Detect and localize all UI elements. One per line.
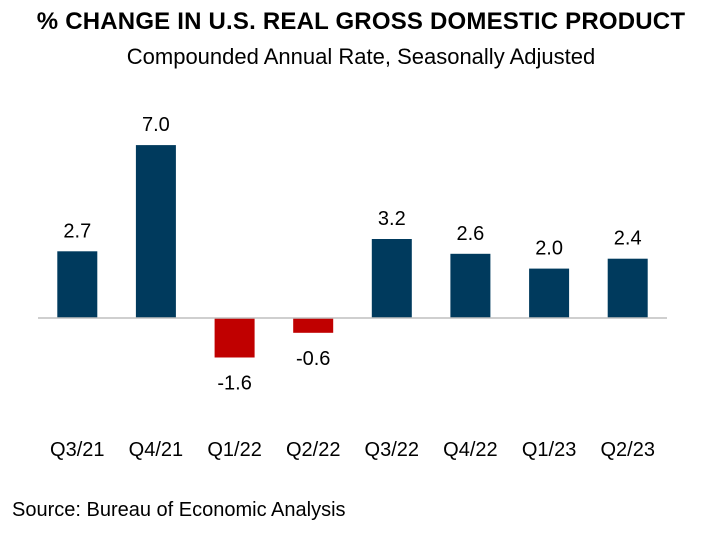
x-tick-label: Q2/23	[600, 439, 654, 461]
chart-subtitle: Compounded Annual Rate, Seasonally Adjus…	[126, 44, 596, 69]
x-tick-label: Q1/22	[207, 439, 261, 461]
bar-Q4-21	[135, 145, 176, 318]
chart-title: % CHANGE IN U.S. REAL GROSS DOMESTIC PRO…	[36, 8, 686, 35]
data-label: 7.0	[142, 114, 170, 136]
x-tick-label: Q3/21	[50, 439, 104, 461]
x-tick-label: Q4/21	[129, 439, 183, 461]
x-tick-label: Q1/23	[522, 439, 576, 461]
bar-Q1-23	[529, 268, 570, 318]
data-label: 2.7	[63, 220, 91, 242]
bar-Q4-22	[450, 253, 491, 318]
x-tick-label: Q4/22	[443, 439, 497, 461]
x-tick-label: Q2/22	[286, 439, 340, 461]
data-label: 2.4	[614, 228, 642, 250]
source-note: Source: Bureau of Economic Analysis	[12, 499, 346, 521]
bar-Q3-21	[57, 251, 98, 318]
bar-Q2-23	[607, 258, 648, 318]
data-label: 2.0	[535, 238, 563, 260]
x-tick-label: Q3/22	[365, 439, 419, 461]
data-label: 2.6	[456, 223, 484, 245]
bar-Q1-22	[214, 318, 255, 358]
data-label: -0.6	[296, 348, 330, 370]
data-label: 3.2	[378, 208, 406, 230]
bar-Q2-22	[293, 318, 334, 333]
data-label: -1.6	[217, 373, 251, 395]
bar-Q3-22	[371, 239, 412, 318]
